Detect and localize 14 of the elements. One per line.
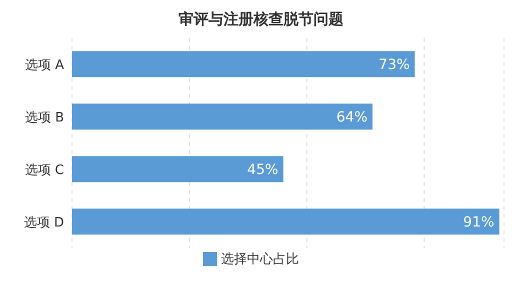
bar	[72, 51, 415, 78]
data-label: 91%	[463, 214, 494, 231]
data-label: 45%	[247, 162, 278, 178]
bar	[72, 104, 373, 130]
bar	[72, 208, 500, 235]
y-tick-label: 选项 C	[24, 162, 64, 178]
y-tick-label: 选项 B	[24, 110, 64, 126]
data-label: 73%	[378, 57, 410, 74]
data-label: 64%	[336, 110, 368, 126]
bar	[72, 156, 284, 182]
chart-title: 审评与注册核查脱节问题	[178, 10, 344, 29]
y-tick-label: 选项 D	[24, 215, 64, 230]
y-tick-label: 选项 A	[24, 58, 64, 73]
legend-label: 选择中心占比	[221, 252, 299, 267]
